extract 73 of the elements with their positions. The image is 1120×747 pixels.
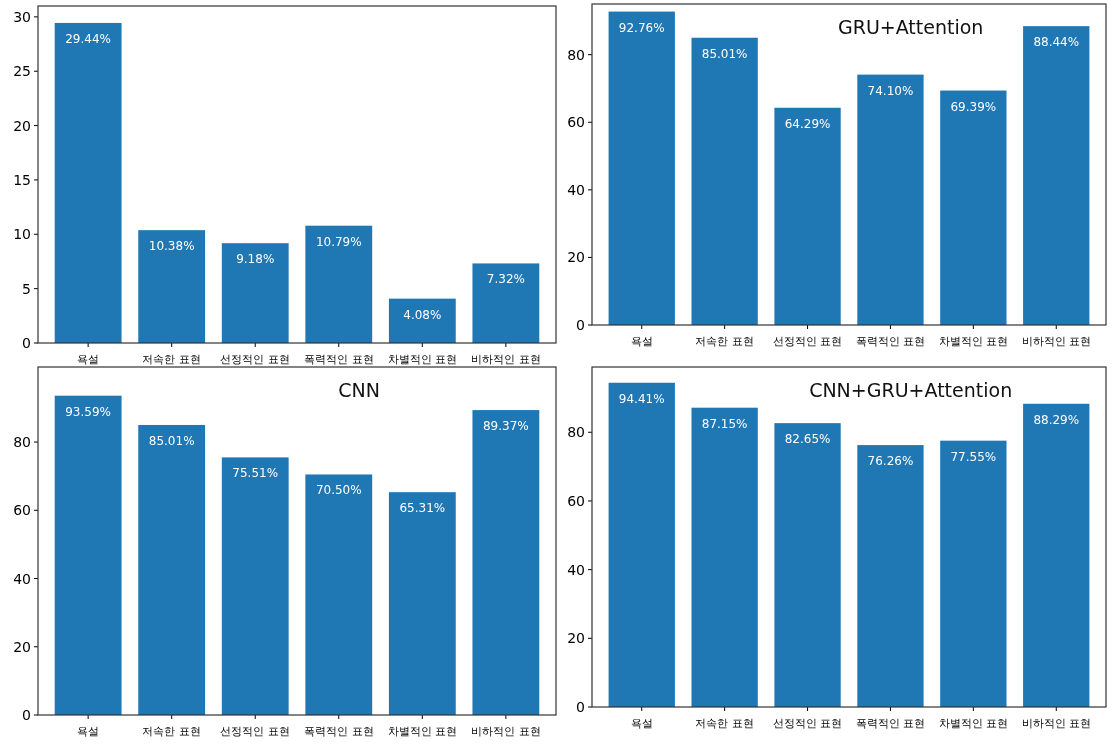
data-label: 87.15% [701, 416, 748, 431]
data-label: 89.37% [482, 419, 529, 434]
y-tick-label: 40 [13, 570, 31, 587]
data-label: 74.10% [867, 83, 914, 98]
y-tick-label: 0 [576, 317, 585, 333]
data-label: 85.01% [701, 46, 748, 61]
data-label: 4.08% [403, 307, 442, 322]
text: GRU+Attention [837, 16, 984, 38]
data-label: 88.29% [1033, 412, 1080, 427]
data-label: 92.76% [618, 20, 665, 35]
x-tick-label: 욕설 [630, 717, 653, 730]
data-label: 64.29% [784, 116, 831, 131]
x-tick-label: 선정적인 표현 [772, 717, 843, 730]
data-label: 10.38% [148, 239, 195, 254]
x-tick-label: 비하적인 표현 [1021, 717, 1092, 730]
x-tick-label: 저속한 표현 [142, 353, 201, 366]
x-tick-label: 차별적인 표현 [938, 717, 1009, 730]
data-label: 7.32% [486, 272, 525, 287]
x-tick-label: 선정적인 표현 [220, 353, 290, 366]
x-tick-label: 욕설 [77, 353, 100, 366]
data-label: 82.65% [784, 432, 831, 447]
data-label: 70.50% [315, 483, 362, 498]
y-tick-label: 80 [13, 434, 31, 451]
x-tick-label: 비하적인 표현 [471, 353, 541, 366]
y-tick-label: 20 [13, 117, 31, 134]
data-label: 9.18% [236, 252, 275, 267]
x-tick-label: 폭력적인 표현 [304, 353, 374, 366]
data-label: 29.44% [65, 31, 112, 46]
y-tick-label: 20 [567, 630, 585, 647]
data-label: 10.79% [315, 234, 362, 249]
y-tick-label: 60 [567, 114, 585, 131]
data-label: 76.26% [867, 454, 914, 469]
y-tick-label: 40 [567, 561, 585, 578]
y-tick-label: 0 [22, 335, 31, 351]
x-tick-label: 저속한 표현 [695, 335, 754, 348]
x-tick-label: 선정적인 표현 [220, 725, 290, 738]
y-tick-label: 0 [576, 699, 585, 715]
y-tick-label: 0 [22, 707, 31, 723]
data-label: 77.55% [950, 449, 997, 464]
x-tick-label: 저속한 표현 [142, 725, 201, 738]
data-label: 69.39% [950, 99, 997, 114]
y-tick-label: 25 [13, 63, 31, 80]
x-tick-label: 저속한 표현 [695, 717, 754, 730]
y-tick-label: 80 [567, 46, 585, 63]
y-tick-label: 20 [13, 638, 31, 655]
data-label: 65.31% [399, 501, 446, 516]
y-tick-label: 60 [13, 502, 31, 519]
x-tick-label: 폭력적인 표현 [304, 725, 374, 738]
y-tick-label: 15 [13, 171, 31, 188]
x-tick-label: 차별적인 표현 [387, 353, 458, 366]
y-tick-label: 5 [22, 280, 31, 297]
data-label: 94.41% [618, 391, 665, 406]
x-tick-label: 욕설 [630, 335, 653, 348]
data-label: 75.51% [232, 466, 279, 481]
data-label: 85.01% [148, 433, 195, 448]
text: CNN+GRU+Attention [809, 379, 1013, 401]
x-tick-label: 비하적인 표현 [471, 725, 541, 738]
data-label: 93.59% [65, 404, 112, 419]
x-tick-label: 폭력적인 표현 [855, 717, 926, 730]
y-tick-label: 10 [13, 226, 31, 243]
x-tick-label: 차별적인 표현 [938, 335, 1009, 348]
y-tick-label: 40 [567, 181, 585, 198]
x-tick-label: 욕설 [77, 725, 100, 738]
y-tick-label: 60 [567, 492, 585, 509]
x-tick-label: 비하적인 표현 [1021, 335, 1092, 348]
y-tick-label: 30 [13, 8, 31, 25]
x-tick-label: 선정적인 표현 [772, 335, 843, 348]
y-tick-label: 20 [567, 249, 585, 266]
data-label: 88.44% [1033, 35, 1080, 50]
text: CNN [338, 379, 381, 401]
y-tick-label: 80 [567, 424, 585, 441]
x-tick-label: 폭력적인 표현 [855, 335, 926, 348]
x-tick-label: 차별적인 표현 [387, 725, 458, 738]
